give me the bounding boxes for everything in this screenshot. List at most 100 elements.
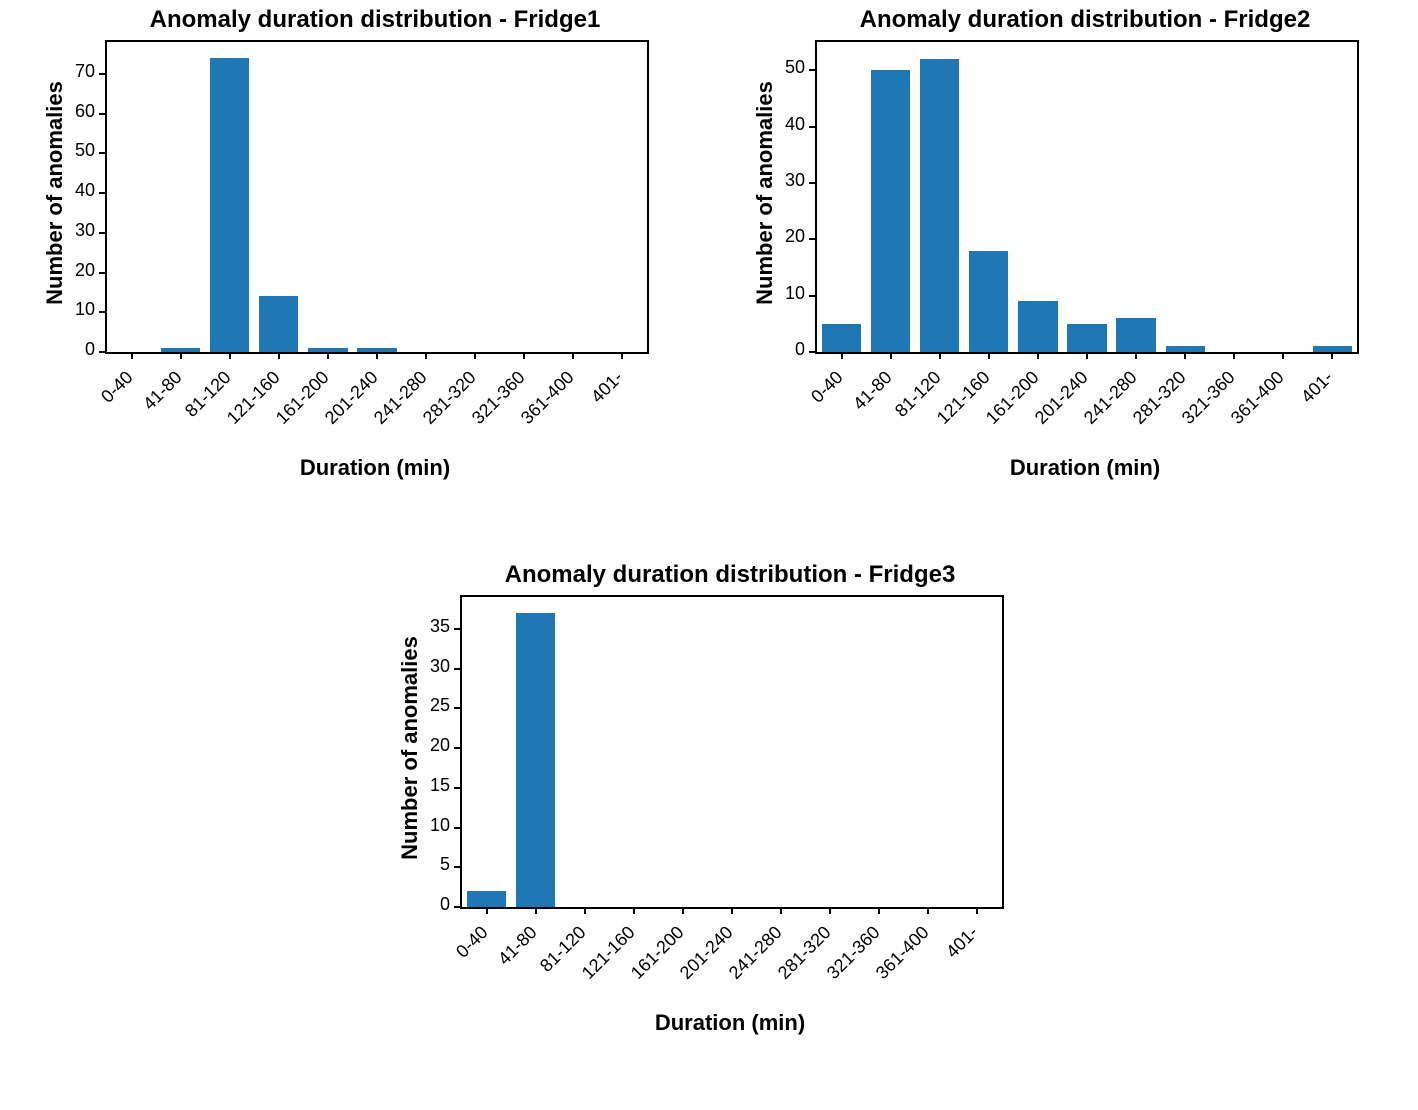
plot-area <box>460 595 1004 909</box>
ytick-label: 50 <box>770 57 805 78</box>
ytick-label: 20 <box>60 260 95 281</box>
ytick-mark <box>99 272 106 274</box>
xtick-mark <box>1086 352 1088 359</box>
ytick-mark <box>454 906 461 908</box>
xtick-mark <box>829 907 831 914</box>
ytick-mark <box>809 182 816 184</box>
ytick-mark <box>454 827 461 829</box>
xtick-mark <box>474 352 476 359</box>
bar <box>1313 346 1352 352</box>
ytick-mark <box>99 311 106 313</box>
bar <box>920 59 959 352</box>
ytick-label: 30 <box>770 170 805 191</box>
ytick-label: 10 <box>60 299 95 320</box>
bar <box>161 348 200 352</box>
ytick-label: 30 <box>60 220 95 241</box>
ytick-mark <box>454 707 461 709</box>
xtick-mark <box>584 907 586 914</box>
xtick-mark <box>731 907 733 914</box>
xtick-mark <box>890 352 892 359</box>
xtick-mark <box>486 907 488 914</box>
xtick-mark <box>841 352 843 359</box>
xtick-mark <box>425 352 427 359</box>
ytick-label: 10 <box>770 283 805 304</box>
bar <box>871 70 910 352</box>
bar <box>969 251 1008 352</box>
y-axis-label: Number of anomalies <box>752 73 778 313</box>
ytick-mark <box>454 668 461 670</box>
bar <box>1166 346 1205 352</box>
ytick-label: 0 <box>770 339 805 360</box>
xtick-mark <box>572 352 574 359</box>
ytick-mark <box>454 866 461 868</box>
ytick-label: 20 <box>415 735 450 756</box>
bar <box>210 58 249 352</box>
ytick-label: 50 <box>60 140 95 161</box>
ytick-label: 0 <box>60 339 95 360</box>
bar <box>516 613 555 907</box>
xtick-mark <box>621 352 623 359</box>
xtick-mark <box>229 352 231 359</box>
bar <box>1067 324 1106 352</box>
xtick-mark <box>180 352 182 359</box>
ytick-mark <box>99 113 106 115</box>
ytick-label: 15 <box>415 775 450 796</box>
ytick-mark <box>809 351 816 353</box>
bar <box>822 324 861 352</box>
bar <box>1116 318 1155 352</box>
ytick-label: 10 <box>415 815 450 836</box>
xtick-mark <box>682 907 684 914</box>
ytick-mark <box>99 152 106 154</box>
xtick-mark <box>633 907 635 914</box>
chart-title: Anomaly duration distribution - Fridge2 <box>785 6 1385 34</box>
xtick-mark <box>1135 352 1137 359</box>
x-axis-label: Duration (min) <box>815 455 1355 481</box>
xtick-mark <box>376 352 378 359</box>
ytick-label: 5 <box>415 854 450 875</box>
ytick-mark <box>454 628 461 630</box>
xtick-mark <box>1233 352 1235 359</box>
xtick-mark <box>878 907 880 914</box>
xtick-mark <box>131 352 133 359</box>
bar <box>357 348 396 352</box>
bar <box>467 891 506 907</box>
xtick-mark <box>1331 352 1333 359</box>
xtick-mark <box>988 352 990 359</box>
xtick-mark <box>1184 352 1186 359</box>
ytick-label: 0 <box>415 894 450 915</box>
xtick-mark <box>976 907 978 914</box>
ytick-mark <box>99 73 106 75</box>
xtick-mark <box>927 907 929 914</box>
xtick-mark <box>278 352 280 359</box>
plot-area <box>105 40 649 354</box>
xtick-mark <box>523 352 525 359</box>
ytick-mark <box>809 238 816 240</box>
ytick-mark <box>99 351 106 353</box>
ytick-mark <box>454 787 461 789</box>
xtick-mark <box>1282 352 1284 359</box>
ytick-label: 60 <box>60 101 95 122</box>
ytick-mark <box>99 192 106 194</box>
x-axis-label: Duration (min) <box>105 455 645 481</box>
ytick-label: 40 <box>770 114 805 135</box>
ytick-label: 20 <box>770 226 805 247</box>
ytick-label: 30 <box>415 656 450 677</box>
figure: Anomaly duration distribution - Fridge1N… <box>0 0 1418 1110</box>
ytick-label: 70 <box>60 61 95 82</box>
ytick-mark <box>809 126 816 128</box>
xtick-mark <box>780 907 782 914</box>
ytick-mark <box>454 747 461 749</box>
bar <box>259 296 298 352</box>
ytick-mark <box>809 69 816 71</box>
bar <box>308 348 347 352</box>
ytick-label: 35 <box>415 616 450 637</box>
plot-area <box>815 40 1359 354</box>
bar <box>1018 301 1057 352</box>
ytick-mark <box>99 232 106 234</box>
ytick-mark <box>809 295 816 297</box>
xtick-mark <box>535 907 537 914</box>
ytick-label: 25 <box>415 695 450 716</box>
xtick-mark <box>939 352 941 359</box>
x-axis-label: Duration (min) <box>460 1010 1000 1036</box>
xtick-mark <box>327 352 329 359</box>
